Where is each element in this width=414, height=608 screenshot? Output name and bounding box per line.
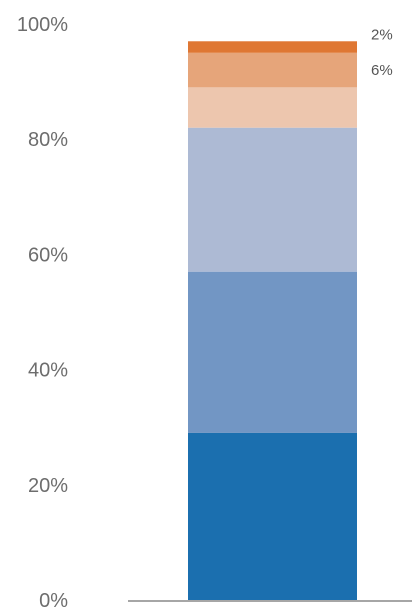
y-axis: 0% 20% 40% 60% 80% 100% — [17, 14, 68, 608]
y-tick-label: 100% — [17, 14, 68, 36]
data-label: 6% — [371, 62, 393, 79]
bar-segment — [188, 52, 357, 88]
data-labels: 6% 2% — [371, 26, 393, 79]
y-tick-label: 0% — [39, 590, 68, 608]
y-tick-label: 80% — [28, 129, 68, 151]
data-label: 2% — [371, 26, 393, 43]
bar-segment — [188, 41, 357, 53]
bar-segment — [188, 271, 357, 433]
y-tick-label: 40% — [28, 360, 68, 382]
bar-segment — [188, 432, 357, 600]
y-tick-label: 60% — [28, 244, 68, 266]
bar-segment — [188, 87, 357, 128]
bar-stack — [188, 41, 357, 600]
y-tick-label: 20% — [28, 475, 68, 497]
bar-segment — [188, 127, 357, 272]
